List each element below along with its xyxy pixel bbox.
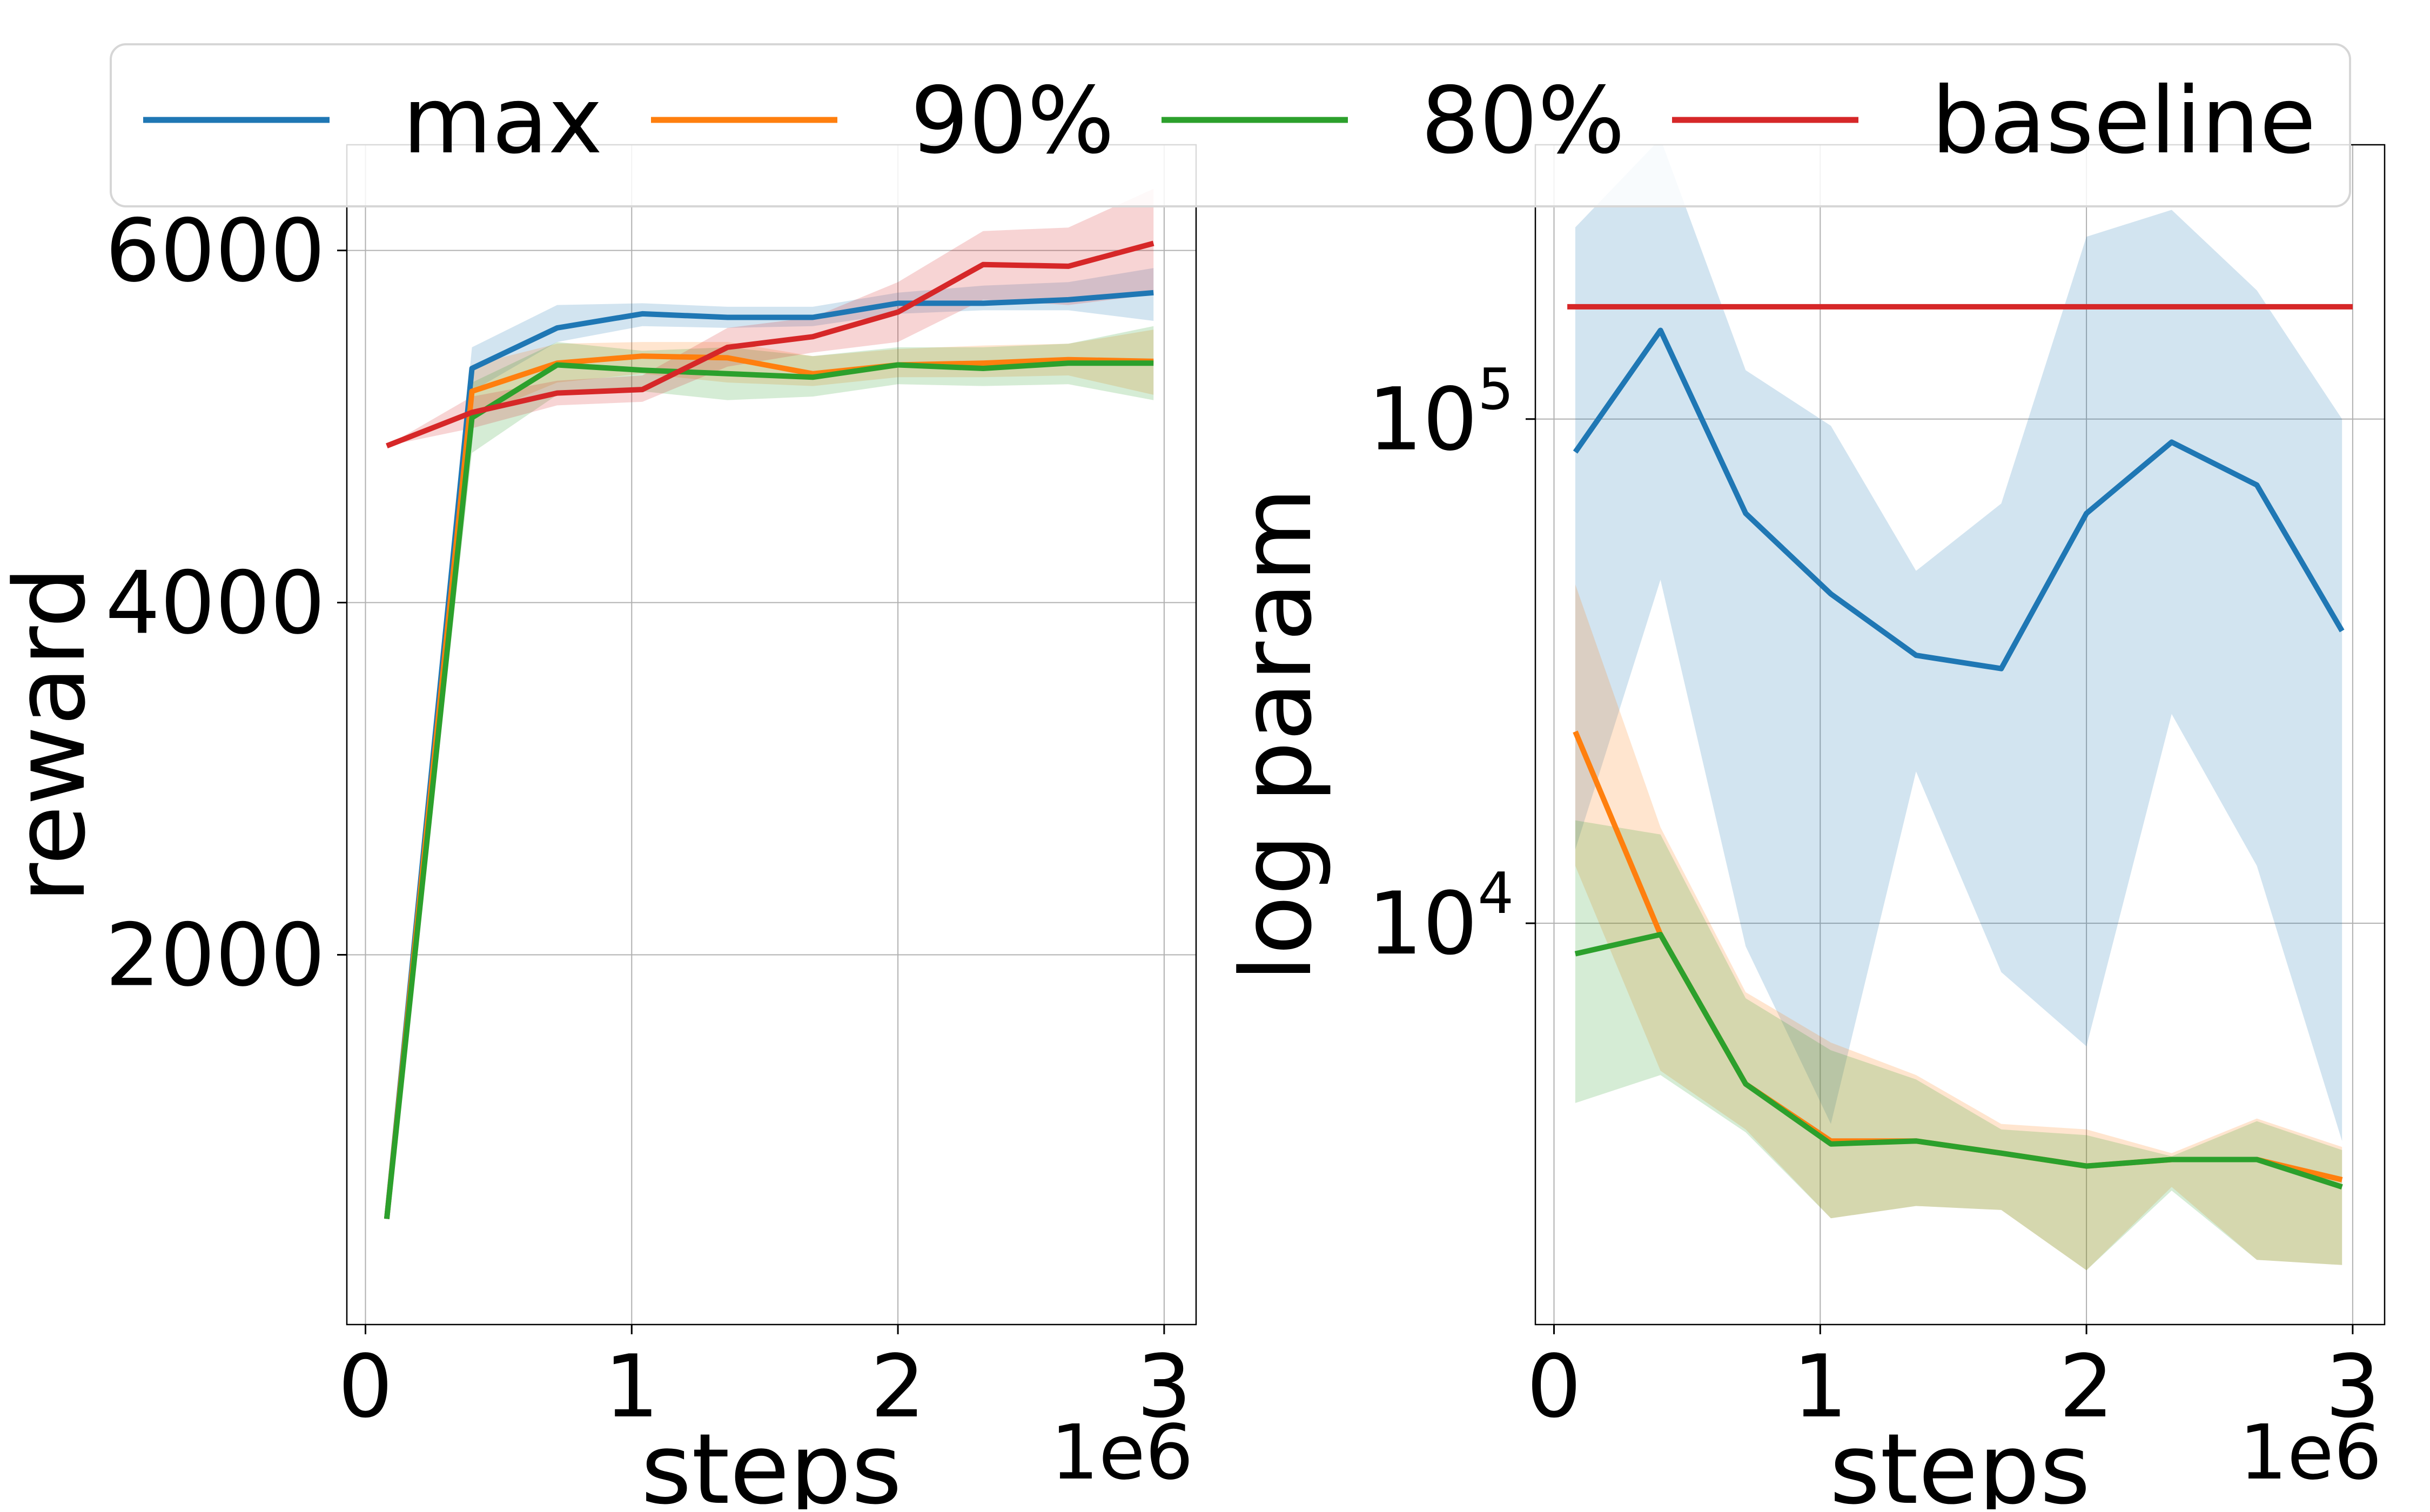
reward-chart: 0 1 2 3 2000 4000 6000 steps 1e6 reward bbox=[0, 144, 1197, 1512]
reward-y-tick-label: 4000 bbox=[105, 553, 325, 654]
log-param-line-80pct bbox=[1574, 932, 2343, 1190]
reward-band-90pct bbox=[386, 330, 1154, 1219]
log-param-y-tick-label: 104 bbox=[1368, 861, 1514, 974]
log-param-x-axis-label: steps bbox=[1829, 1413, 2090, 1509]
legend-frame bbox=[110, 43, 2351, 207]
log-param-x-tick-label: 1 bbox=[1793, 1336, 1848, 1437]
reward-x-tick-label: 0 bbox=[338, 1336, 393, 1437]
log-param-band-80pct bbox=[1575, 820, 2342, 1271]
reward-y-tick-label: 2000 bbox=[105, 904, 325, 1005]
log-param-x-offset-label: 1e6 bbox=[2239, 1409, 2382, 1497]
reward-band-80pct bbox=[386, 326, 1154, 1219]
reward-line-90pct bbox=[384, 353, 1154, 1219]
log-param-y-tick-exponent: 5 bbox=[1478, 357, 1514, 422]
log-param-plot-area bbox=[1567, 145, 2353, 1271]
log-param-x-tick-label: 3 bbox=[2325, 1336, 2380, 1437]
legend-label-baseline: baseline bbox=[1931, 68, 2316, 174]
reward-y-axis-label: reward bbox=[0, 566, 107, 903]
reward-band-baseline bbox=[386, 189, 1154, 446]
log-param-band-max bbox=[1575, 145, 2342, 1141]
reward-plot-area bbox=[384, 189, 1154, 1219]
reward-x-offset-label: 1e6 bbox=[1051, 1409, 1193, 1497]
reward-line-baseline bbox=[386, 240, 1154, 449]
reward-line-80pct bbox=[384, 360, 1154, 1219]
log-param-x-tick-label: 2 bbox=[2059, 1336, 2114, 1437]
log-param-y-tick-label: 105 bbox=[1368, 357, 1514, 470]
legend: max 90% 80% baseline bbox=[110, 43, 2351, 207]
reward-x-tick-label: 1 bbox=[604, 1336, 659, 1437]
reward-line-max bbox=[384, 290, 1154, 1219]
log-param-y-tick-base: 10 bbox=[1368, 369, 1478, 470]
log-param-y-tick-exponent: 4 bbox=[1478, 861, 1514, 926]
reward-x-tick-label: 2 bbox=[870, 1336, 925, 1437]
log-param-x-tick-label: 0 bbox=[1527, 1336, 1582, 1437]
reward-x-tick-label: 3 bbox=[1137, 1336, 1192, 1437]
log-param-line-max bbox=[1573, 327, 2345, 671]
legend-label-90pct: 90% bbox=[910, 68, 1115, 174]
reward-y-tick-label: 6000 bbox=[105, 200, 325, 301]
legend-label-max: max bbox=[402, 68, 602, 174]
legend-label-80pct: 80% bbox=[1421, 68, 1625, 174]
reward-x-axis-label: steps bbox=[641, 1413, 902, 1509]
log-param-y-axis-label: log param bbox=[1220, 487, 1333, 982]
log-param-y-tick-base: 10 bbox=[1368, 873, 1478, 974]
